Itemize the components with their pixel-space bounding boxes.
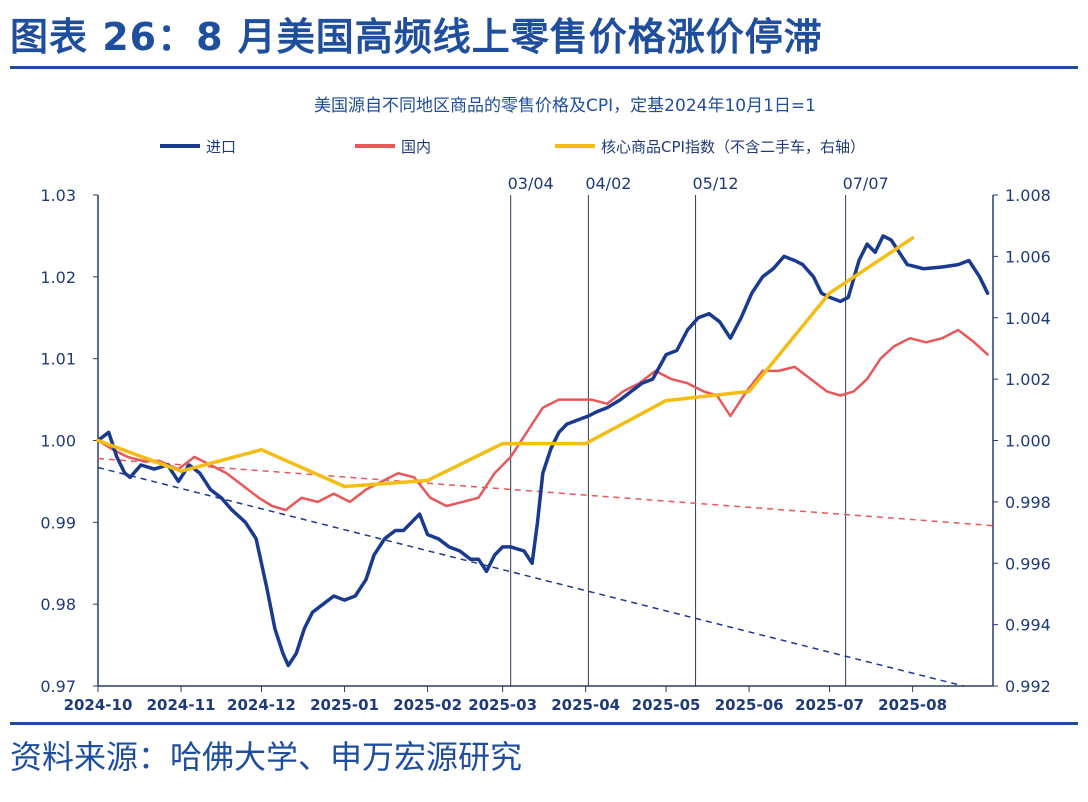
x-tick-label: 2025-01 bbox=[310, 696, 379, 714]
y-left-tick-label: 1.00 bbox=[40, 432, 76, 451]
y-right-tick-label: 1.002 bbox=[1005, 370, 1051, 389]
title-rule bbox=[10, 66, 1078, 69]
y-right-tick-label: 0.992 bbox=[1005, 677, 1051, 696]
source-rule bbox=[10, 722, 1078, 725]
legend-label: 国内 bbox=[401, 138, 431, 156]
x-tick-label: 2025-06 bbox=[715, 696, 784, 714]
axes: 0.97 0.98 0.99 1.00 1.01 1.02 1.03 0.992 0.994 0.… bbox=[40, 186, 1050, 714]
x-tick-label: 2024-10 bbox=[64, 696, 133, 714]
y-right-tick-label: 1.000 bbox=[1005, 432, 1051, 451]
y-left-tick-label: 1.01 bbox=[40, 350, 76, 369]
event-label: 04/02 bbox=[585, 174, 631, 193]
y-left-tick-label: 0.97 bbox=[40, 677, 76, 696]
x-tick-label: 2024-11 bbox=[147, 696, 216, 714]
y-right-tick-label: 1.004 bbox=[1005, 309, 1051, 328]
y-right-tick-label: 0.994 bbox=[1005, 616, 1051, 635]
y-left-tick-label: 0.98 bbox=[40, 595, 76, 614]
x-tick-label: 2025-05 bbox=[632, 696, 701, 714]
event-label: 07/07 bbox=[843, 174, 889, 193]
x-tick-label: 2025-07 bbox=[795, 696, 864, 714]
y-left-tick-label: 1.02 bbox=[40, 268, 76, 287]
figure-title: 图表 26：8 月美国高频线上零售价格涨价停滞 bbox=[10, 15, 823, 59]
y-right-tick-label: 0.996 bbox=[1005, 554, 1051, 573]
x-tick-label: 2025-03 bbox=[468, 696, 537, 714]
trend-line bbox=[97, 466, 964, 687]
x-tick-label: 2025-08 bbox=[878, 696, 947, 714]
y-right-tick-label: 1.006 bbox=[1005, 247, 1051, 266]
y-right-tick-label: 1.008 bbox=[1005, 186, 1051, 205]
series-line bbox=[96, 234, 990, 668]
series-line bbox=[96, 236, 915, 489]
x-tick-label: 2025-04 bbox=[551, 696, 620, 714]
legend-label: 进口 bbox=[206, 138, 236, 156]
event-lines: 03/04 04/02 05/12 07/07 bbox=[508, 174, 889, 686]
source-note: 资料来源：哈佛大学、申万宏源研究 bbox=[10, 738, 523, 776]
event-label: 03/04 bbox=[508, 174, 554, 193]
series-line bbox=[96, 328, 989, 512]
legend-label: 核心商品CPI指数（不含二手车，右轴） bbox=[601, 138, 865, 156]
y-left-tick-label: 1.03 bbox=[40, 186, 76, 205]
x-tick-label: 2024-12 bbox=[227, 696, 296, 714]
y-left-tick-label: 0.99 bbox=[40, 513, 76, 532]
series-lines bbox=[96, 234, 990, 668]
x-tick-label: 2025-02 bbox=[393, 696, 462, 714]
event-label: 05/12 bbox=[693, 174, 739, 193]
trend-lines bbox=[97, 457, 994, 687]
legend: 进口 国内 核心商品CPI指数（不含二手车，右轴） bbox=[160, 138, 865, 156]
chart-title: 美国源自不同地区商品的零售价格及CPI，定基2024年10月1日=1 bbox=[314, 96, 816, 116]
y-right-tick-label: 0.998 bbox=[1005, 493, 1051, 512]
